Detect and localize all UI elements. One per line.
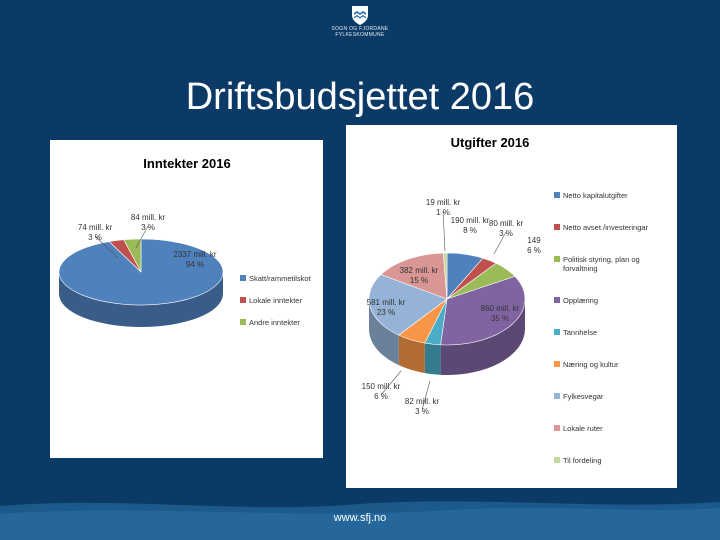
- data-label-percent: 8 %: [463, 226, 477, 235]
- pie-slice-side: [440, 299, 525, 375]
- legend-swatch: [240, 297, 246, 303]
- data-label-value: 150 mill. kr: [362, 382, 401, 391]
- chart-title: Utgifter 2016: [451, 135, 530, 150]
- income-chart-panel: Inntekter 2016 2337 mill. kr 94 % 74 mill. …: [50, 140, 323, 458]
- legend-label: forvaltning: [563, 264, 598, 273]
- data-label-value: 80 mill. kr: [489, 219, 524, 228]
- data-label-percent: 3 %: [499, 229, 513, 238]
- legend-label: Til fordeling: [563, 456, 602, 465]
- leader-line: [380, 370, 402, 396]
- data-label-value: 382 mill. kr: [400, 266, 439, 275]
- data-label-value: 581 mill. kr: [367, 298, 406, 307]
- data-label-value: 149: [527, 236, 541, 245]
- pie-top: [58, 238, 224, 306]
- legend-swatch: [554, 297, 560, 303]
- legend-label: Netto kapitalutgifter: [563, 191, 628, 200]
- legend: Skatt/rammetilskot Lokale inntekter Andre …: [240, 274, 312, 327]
- legend-swatch: [240, 319, 246, 325]
- pie-slice-oppl-ring: [440, 276, 526, 346]
- expense-chart-panel: Utgifter 2016 190 mill. kr 8 % 80 mill. kr 3…: [346, 125, 677, 488]
- legend-label: Lokale inntekter: [249, 296, 302, 305]
- legend-swatch: [554, 329, 560, 335]
- pie-slice-lokale-ruter: [380, 252, 448, 300]
- legend-swatch: [554, 256, 560, 262]
- legend-swatch: [554, 393, 560, 399]
- data-label-value: 74 mill. kr: [78, 223, 113, 232]
- footer-wave: [0, 501, 720, 540]
- data-label-value: 19 mill. kr: [426, 198, 461, 207]
- legend-label: Næring og kultur: [563, 360, 619, 369]
- legend-label: Andre inntekter: [249, 318, 300, 327]
- leader-line: [135, 225, 149, 249]
- logo-line-2: FYLKESKOMMUNE: [335, 32, 385, 38]
- leader-line: [442, 210, 446, 252]
- data-label-value: 860 mill. kr: [481, 304, 520, 313]
- pie-slice-fylkesvegar: [368, 274, 448, 336]
- pie-slice-side: [398, 335, 425, 374]
- data-label-value: 82 mill. kr: [405, 397, 440, 406]
- legend-label: Skatt/rammetilskot: [249, 274, 312, 283]
- legend-swatch: [554, 192, 560, 198]
- leader-line: [493, 231, 507, 255]
- legend-label: Tannhelse: [563, 328, 597, 337]
- logo-line-1: SOGN OG FJORDANE: [331, 26, 389, 32]
- footer-url: www.sfj.no: [333, 512, 387, 524]
- coat-of-arms-icon: [352, 6, 368, 25]
- legend-swatch: [554, 425, 560, 431]
- data-label-percent: 23 %: [377, 308, 395, 317]
- data-label-percent: 6 %: [527, 246, 541, 255]
- data-label-percent: 94 %: [186, 260, 204, 269]
- pie-slice-til-fordeling: [442, 252, 448, 300]
- data-label-percent: 6 %: [374, 392, 388, 401]
- data-label-percent: 3 %: [88, 233, 102, 242]
- chart-title: Inntekter 2016: [143, 156, 230, 171]
- data-label-value: 2337 mill. kr: [173, 250, 216, 259]
- legend-swatch: [554, 361, 560, 367]
- pie-slice-side: [369, 299, 399, 366]
- legend: Netto kapitalutgifter Netto avset./invest…: [554, 191, 649, 465]
- legend-swatch: [554, 457, 560, 463]
- legend-label: Lokale ruter: [563, 424, 603, 433]
- data-label-percent: 3 %: [141, 223, 155, 232]
- legend-label: Politisk styring, plan og: [563, 255, 640, 264]
- leader-line: [94, 235, 119, 259]
- slide-title: Driftsbudsjettet 2016: [185, 76, 535, 118]
- legend-label: Opplæring: [563, 296, 598, 305]
- legend-swatch: [240, 275, 246, 281]
- logo: SOGN OG FJORDANE FYLKESKOMMUNE: [330, 4, 390, 46]
- legend-label: Netto avset./investeringar: [563, 223, 649, 232]
- data-label-value: 84 mill. kr: [131, 213, 166, 222]
- pie-depth: [59, 272, 223, 327]
- pie-top: [368, 252, 526, 346]
- legend-swatch: [554, 224, 560, 230]
- leader-line: [421, 380, 431, 411]
- data-label-percent: 15 %: [410, 276, 428, 285]
- pie-slice-side: [59, 272, 223, 327]
- pie-depth: [369, 299, 525, 375]
- data-label-percent: 1 %: [436, 208, 450, 217]
- data-label-percent: 3 %: [415, 407, 429, 416]
- data-label-percent: 35 %: [491, 314, 509, 323]
- pie-slice-side: [424, 343, 441, 375]
- data-label-value: 190 mill. kr: [451, 216, 490, 225]
- legend-label: Fylkesvegar: [563, 392, 604, 401]
